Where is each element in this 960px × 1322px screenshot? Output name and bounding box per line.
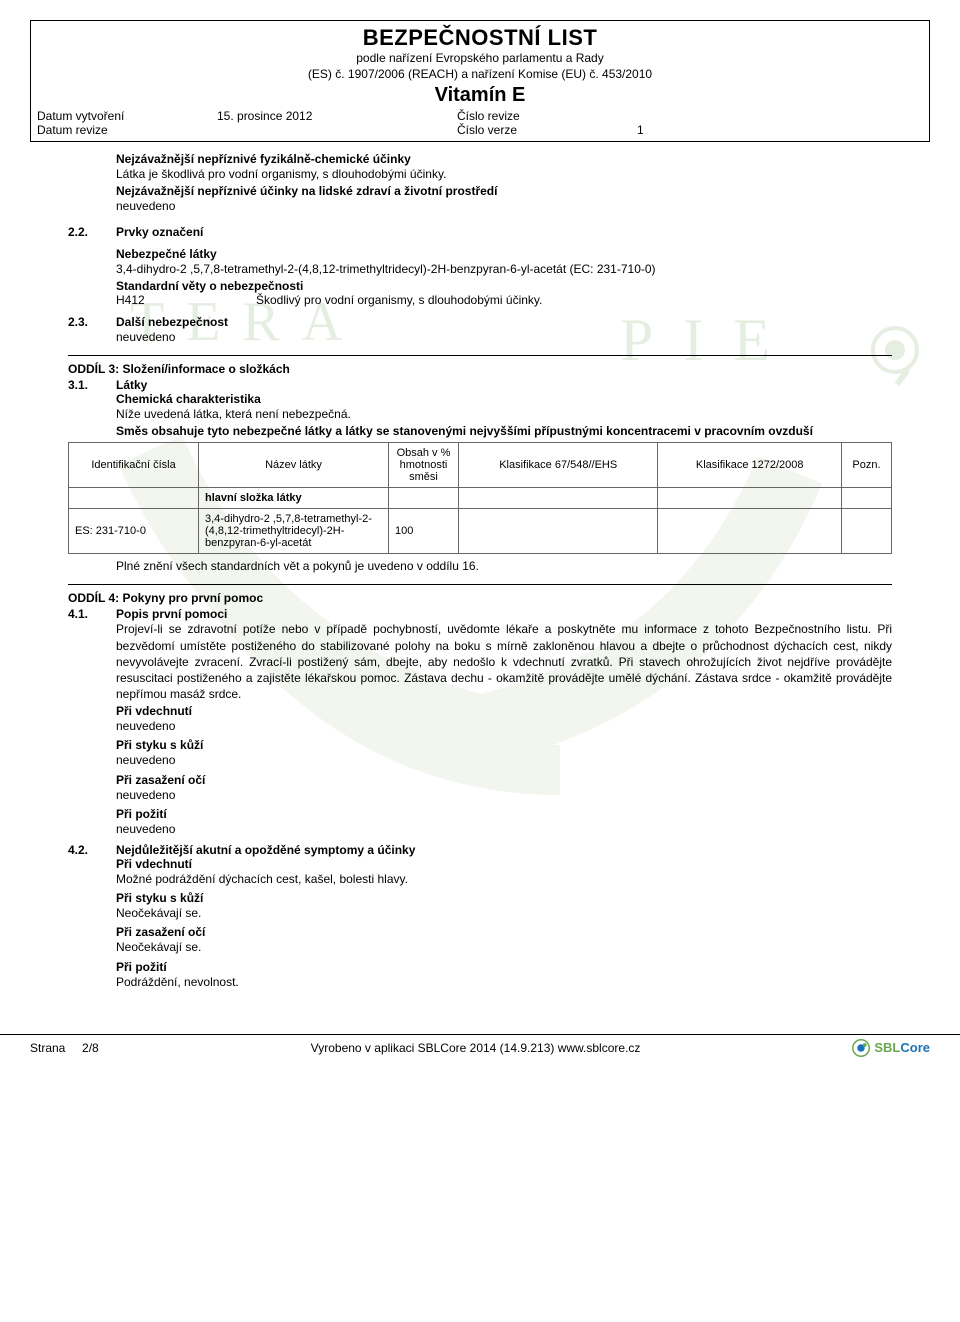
footer-logo: SBLCore — [852, 1039, 930, 1057]
block-item: Při vdechnutíneuvedeno — [116, 704, 892, 734]
s41-title: Popis první pomoci — [116, 607, 227, 621]
s42-title: Nejdůležitější akutní a opožděné symptom… — [116, 843, 415, 857]
block-heading: Při styku s kůží — [116, 738, 892, 752]
s31-title: Látky — [116, 378, 147, 392]
composition-table: Identifikační čísla Název látky Obsah v … — [68, 442, 892, 554]
r1-c6 — [842, 509, 892, 554]
s3-title: ODDÍL 3: Složení/informace o složkách — [68, 362, 892, 376]
col-c4: Klasifikace 67/548//EHS — [459, 443, 658, 488]
rev-date-value — [217, 123, 457, 137]
block-text: neuvedeno — [116, 752, 892, 768]
logo-g: SBL — [874, 1040, 900, 1055]
header-box: BEZPEČNOSTNÍ LIST podle nařízení Evropsk… — [30, 20, 930, 142]
block-heading: Při požití — [116, 807, 892, 821]
block-text: Neočekávají se. — [116, 905, 892, 921]
r1-pct: 100 — [389, 509, 459, 554]
r1-c5 — [658, 509, 842, 554]
block-heading: Při styku s kůží — [116, 891, 892, 905]
block-text: Podráždění, nevolnost. — [116, 974, 892, 990]
doc-subtitle-1: podle nařízení Evropského parlamentu a R… — [31, 51, 929, 67]
row-head-blank — [69, 488, 199, 509]
block-text: Neočekávají se. — [116, 939, 892, 955]
s22-p1: 3,4-dihydro-2 ,5,7,8-tetramethyl-2-(4,8,… — [116, 261, 892, 277]
divider — [68, 355, 892, 356]
footer: Strana 2/8 Vyrobeno v aplikaci SBLCore 2… — [0, 1034, 960, 1067]
s22-phrase: Škodlivý pro vodní organismy, s dlouhodo… — [256, 293, 542, 307]
block-text: neuvedeno — [116, 787, 892, 803]
created-value: 15. prosince 2012 — [217, 109, 457, 123]
rev-date-label: Datum revize — [37, 123, 217, 137]
page-value: 2/8 — [82, 1041, 99, 1055]
s4-title: ODDÍL 4: Pokyny pro první pomoc — [68, 591, 892, 605]
doc-title: BEZPEČNOSTNÍ LIST — [31, 25, 929, 51]
r1-id: ES: 231-710-0 — [69, 509, 199, 554]
r1-c4 — [459, 509, 658, 554]
logo-icon — [852, 1039, 870, 1057]
s23-p: neuvedeno — [116, 329, 892, 345]
intro-p2: neuvedeno — [116, 198, 892, 214]
col-pct: Obsah v % hmotnosti směsi — [389, 443, 459, 488]
doc-product: Vitamín E — [31, 84, 929, 107]
created-label: Datum vytvoření — [37, 109, 217, 123]
intro-h1: Nejzávažnější nepříznivé fyzikálně-chemi… — [116, 152, 892, 166]
footer-gen: Vyrobeno v aplikaci SBLCore 2014 (14.9.2… — [311, 1041, 641, 1055]
s42-num: 4.2. — [68, 843, 116, 857]
block-heading: Při zasažení očí — [116, 925, 892, 939]
ver-value: 1 — [637, 123, 923, 137]
block-heading: Při vdechnutí — [116, 857, 892, 871]
block-item: Při požitíneuvedeno — [116, 807, 892, 837]
r1-name: 3,4-dihydro-2 ,5,7,8-tetramethyl-2-(4,8,… — [199, 509, 389, 554]
rev-num-label: Číslo revize — [457, 109, 637, 123]
s22-num: 2.2. — [68, 225, 116, 239]
col-c5: Klasifikace 1272/2008 — [658, 443, 842, 488]
s3-h2: Směs obsahuje tyto nebezpečné látky a lá… — [116, 424, 892, 438]
block-text: neuvedeno — [116, 718, 892, 734]
col-id: Identifikační čísla — [69, 443, 199, 488]
s3-p1: Níže uvedená látka, která není nebezpečn… — [116, 406, 892, 422]
s23-title: Další nebezpečnost — [116, 315, 892, 329]
block-item: Při styku s kůžíNeočekávají se. — [116, 891, 892, 921]
s22-code: H412 — [116, 293, 256, 307]
block-item: Při styku s kůžíneuvedeno — [116, 738, 892, 768]
ver-label: Číslo verze — [457, 123, 637, 137]
s31-num: 3.1. — [68, 378, 116, 392]
block-heading: Při požití — [116, 960, 892, 974]
block-heading: Při vdechnutí — [116, 704, 892, 718]
s41-p: Projeví-li se zdravotní potíže nebo v př… — [116, 621, 892, 702]
s41-num: 4.1. — [68, 607, 116, 621]
block-item: Při požitíPodráždění, nevolnost. — [116, 960, 892, 990]
row-head: hlavní složka látky — [199, 488, 389, 509]
s23-num: 2.3. — [68, 315, 116, 347]
block-item: Při zasažení očíNeočekávají se. — [116, 925, 892, 955]
block-item: Při vdechnutíMožné podráždění dýchacích … — [116, 857, 892, 887]
block-text: neuvedeno — [116, 821, 892, 837]
rev-num-value — [637, 109, 923, 123]
page-label: Strana — [30, 1041, 65, 1055]
block-item: Při zasažení očíneuvedeno — [116, 773, 892, 803]
col-c6: Pozn. — [842, 443, 892, 488]
intro-h2: Nejzávažnější nepříznivé účinky na lidsk… — [116, 184, 892, 198]
s3-footnote: Plné znění všech standardních vět a poky… — [116, 558, 892, 574]
header-meta: Datum vytvoření 15. prosince 2012 Číslo … — [31, 107, 929, 141]
s22-h1: Nebezpečné látky — [116, 247, 892, 261]
s22-title: Prvky označení — [116, 225, 892, 239]
block-heading: Při zasažení očí — [116, 773, 892, 787]
block-text: Možné podráždění dýchacích cest, kašel, … — [116, 871, 892, 887]
divider — [68, 584, 892, 585]
s22-h2: Standardní věty o nebezpečnosti — [116, 279, 892, 293]
s3-h1: Chemická charakteristika — [116, 392, 892, 406]
intro-p1: Látka je škodlivá pro vodní organismy, s… — [116, 166, 892, 182]
col-name: Název látky — [199, 443, 389, 488]
logo-b: Core — [900, 1040, 930, 1055]
doc-subtitle-2: (ES) č. 1907/2006 (REACH) a nařízení Kom… — [31, 67, 929, 83]
